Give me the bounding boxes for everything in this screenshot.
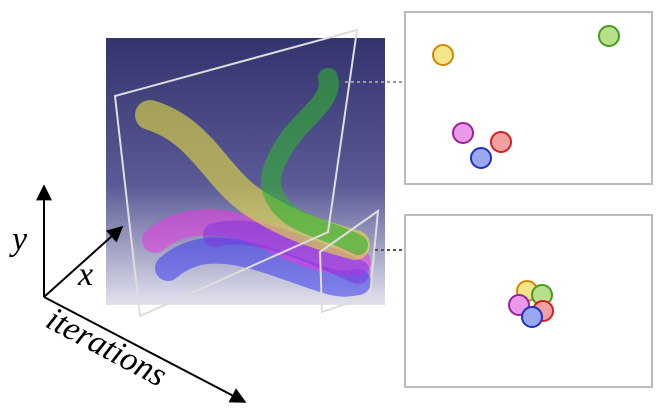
figure: y x iterations: [0, 0, 662, 408]
point: [491, 132, 511, 152]
point: [599, 26, 619, 46]
point: [453, 123, 473, 143]
point: [471, 148, 491, 168]
point: [522, 307, 542, 327]
point: [433, 45, 453, 65]
iterations-label: iterations: [40, 300, 172, 394]
y-label: y: [9, 221, 28, 258]
x-label: x: [77, 256, 93, 293]
